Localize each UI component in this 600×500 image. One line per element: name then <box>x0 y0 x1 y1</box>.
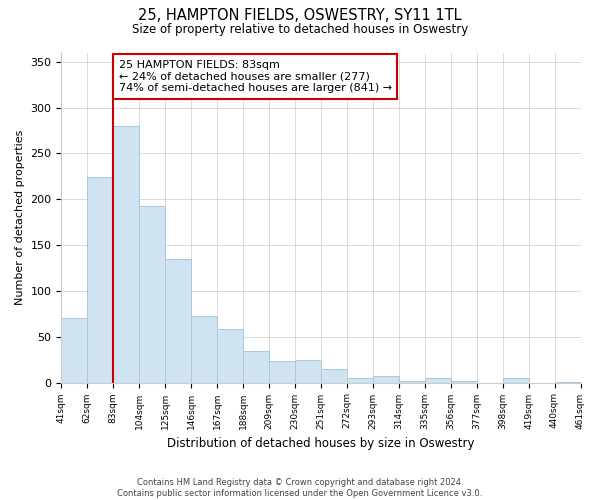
Bar <box>321 369 347 382</box>
Bar <box>139 206 165 382</box>
Bar <box>373 376 399 382</box>
X-axis label: Distribution of detached houses by size in Oswestry: Distribution of detached houses by size … <box>167 437 475 450</box>
Bar <box>425 378 451 382</box>
Bar <box>399 380 425 382</box>
Bar <box>503 378 529 382</box>
Bar <box>451 380 476 382</box>
Bar <box>88 177 113 382</box>
Bar <box>295 360 321 382</box>
Bar <box>347 378 373 382</box>
Text: 25, HAMPTON FIELDS, OSWESTRY, SY11 1TL: 25, HAMPTON FIELDS, OSWESTRY, SY11 1TL <box>138 8 462 22</box>
Bar <box>243 352 269 382</box>
Text: Size of property relative to detached houses in Oswestry: Size of property relative to detached ho… <box>132 22 468 36</box>
Bar <box>113 126 139 382</box>
Bar <box>269 362 295 382</box>
Bar <box>61 318 88 382</box>
Bar <box>191 316 217 382</box>
Text: 25 HAMPTON FIELDS: 83sqm
← 24% of detached houses are smaller (277)
74% of semi-: 25 HAMPTON FIELDS: 83sqm ← 24% of detach… <box>119 60 392 93</box>
Text: Contains HM Land Registry data © Crown copyright and database right 2024.
Contai: Contains HM Land Registry data © Crown c… <box>118 478 482 498</box>
Bar <box>217 330 243 382</box>
Y-axis label: Number of detached properties: Number of detached properties <box>15 130 25 305</box>
Bar <box>165 259 191 382</box>
